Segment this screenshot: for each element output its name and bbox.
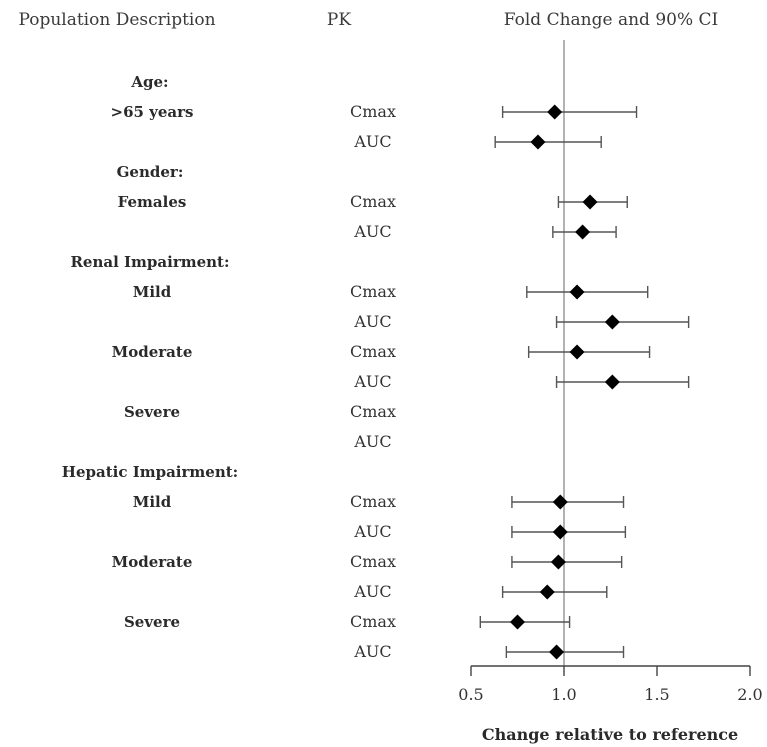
pk-label: Cmax [350, 492, 396, 511]
point-estimate-marker [575, 224, 591, 240]
pk-label: AUC [353, 522, 391, 541]
pk-label: AUC [353, 642, 391, 661]
pk-label: Cmax [350, 402, 396, 421]
pk-label: Cmax [350, 612, 396, 631]
x-tick-label: 1.5 [644, 685, 669, 704]
x-axis-label: Change relative to reference [482, 725, 738, 744]
subgroup-label: Severe [124, 403, 180, 421]
plot-marks [479, 104, 690, 660]
subgroup-label: Females [118, 193, 187, 211]
pk-label: Cmax [350, 102, 396, 121]
subgroup-label: Severe [124, 613, 180, 631]
header-effect: Fold Change and 90% CI [504, 10, 719, 30]
pk-label: Cmax [350, 282, 396, 301]
header-pk: PK [327, 10, 351, 30]
header-population: Population Description [18, 10, 215, 30]
group-label: Age: [130, 73, 168, 91]
point-estimate-marker [604, 374, 620, 390]
point-estimate-marker [547, 104, 563, 120]
pk-label: AUC [353, 582, 391, 601]
point-estimate-marker [539, 584, 555, 600]
pk-label: AUC [353, 312, 391, 331]
subgroup-label: Mild [133, 493, 172, 511]
point-estimate-marker [530, 134, 546, 150]
point-estimate-marker [552, 494, 568, 510]
subgroup-label: Moderate [112, 343, 193, 361]
x-tick-label: 0.5 [458, 685, 483, 704]
x-axis: 0.5 1.0 1.5 2.0 [458, 665, 763, 704]
pk-label: Cmax [350, 552, 396, 571]
x-tick-label: 2.0 [737, 685, 762, 704]
point-estimate-marker [604, 314, 620, 330]
subgroup-label: Moderate [112, 553, 193, 571]
pk-label: AUC [353, 372, 391, 391]
point-estimate-marker [549, 644, 565, 660]
group-label: Gender: [117, 163, 184, 181]
point-estimate-marker [552, 524, 568, 540]
pk-label: Cmax [350, 192, 396, 211]
pk-label: Cmax [350, 342, 396, 361]
pk-label: AUC [353, 432, 391, 451]
group-label: Hepatic Impairment: [62, 463, 238, 481]
subgroup-label: >65 years [111, 103, 194, 121]
x-tick-label: 1.0 [551, 685, 576, 704]
pk-label: AUC [353, 132, 391, 151]
point-estimate-marker [569, 344, 585, 360]
point-estimate-marker [510, 614, 525, 630]
point-estimate-marker [550, 554, 566, 570]
subgroup-label: Mild [133, 283, 172, 301]
group-label: Renal Impairment: [70, 253, 229, 271]
row-labels: Age: >65 years Cmax AUC Gender: Females Cmax AU… [62, 73, 396, 661]
point-estimate-marker [582, 194, 598, 210]
point-estimate-marker [569, 284, 585, 300]
pk-label: AUC [353, 222, 391, 241]
